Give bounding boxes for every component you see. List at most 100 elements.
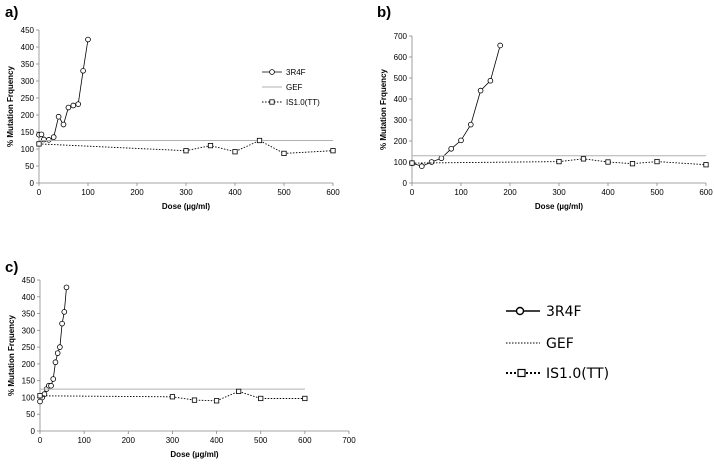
y-tick-label: 100 — [394, 158, 408, 167]
data-point — [556, 158, 562, 165]
data-point — [183, 148, 189, 154]
x-axis-title: Dose (µg/ml) — [162, 202, 211, 211]
panel-label: b) — [377, 4, 391, 21]
x-tick-label: 100 — [81, 188, 95, 197]
data-point — [258, 395, 264, 402]
x-tick-label: 700 — [342, 436, 356, 445]
x-tick-label: 400 — [601, 188, 615, 197]
series-is1-0-tt- — [37, 388, 308, 404]
legend-label: 3R4F — [286, 68, 306, 77]
y-axis-title: % Mutation Frquency — [6, 66, 15, 147]
data-point — [438, 155, 445, 162]
data-point — [232, 149, 238, 155]
y-tick-label: 600 — [394, 53, 408, 62]
y-tick-label: 300 — [22, 326, 36, 335]
data-point — [428, 159, 435, 165]
legend-marker-circle — [269, 69, 275, 75]
x-tick-label: 300 — [166, 436, 180, 445]
data-point — [703, 162, 709, 168]
y-tick-label: 0 — [31, 427, 36, 436]
x-tick-label: 200 — [130, 188, 144, 197]
y-tick-label: 150 — [22, 377, 36, 386]
data-point — [580, 156, 587, 162]
data-point — [330, 148, 336, 154]
data-point — [458, 137, 464, 144]
data-point — [38, 131, 45, 138]
data-point — [629, 161, 636, 167]
x-tick-label: 400 — [210, 436, 224, 445]
y-tick-label: 500 — [394, 74, 408, 83]
data-point — [487, 77, 494, 84]
data-point — [207, 142, 214, 149]
data-point — [65, 104, 72, 111]
data-point — [281, 150, 287, 157]
legend-label: IS1.0(TT) — [546, 366, 609, 382]
data-point — [654, 158, 660, 165]
legend-label: 3R4F — [546, 304, 582, 320]
chart-panel-2: b) 0 100 200 300 400 500 600 700 0 100 200 300 400 500… — [377, 4, 713, 211]
series-3r4f — [36, 36, 91, 143]
data-point — [418, 163, 425, 170]
x-tick-label: 0 — [410, 188, 415, 197]
x-tick-label: 200 — [503, 188, 517, 197]
x-tick-label: 500 — [277, 188, 291, 197]
y-tick-label: 50 — [26, 410, 35, 419]
y-axis-title: % Mutation Frquency — [379, 69, 388, 150]
data-point — [169, 394, 176, 400]
data-point — [61, 309, 68, 315]
chart-panel-3: c) 0 50 100 150 200 250 300 350 400 450 0 100 200 300 4… — [5, 259, 356, 459]
x-tick-label: 500 — [650, 188, 664, 197]
legend-label: GEF — [286, 83, 303, 92]
y-tick-label: 300 — [394, 116, 408, 125]
y-tick-label: 250 — [22, 343, 36, 352]
y-tick-label: 400 — [21, 43, 35, 52]
y-tick-label: 350 — [21, 60, 35, 69]
data-point — [59, 320, 65, 327]
x-tick-label: 300 — [552, 188, 566, 197]
y-tick-label: 0 — [403, 179, 408, 188]
y-tick-label: 450 — [22, 276, 36, 285]
y-tick-label: 200 — [21, 111, 35, 120]
x-tick-label: 600 — [326, 188, 340, 197]
y-tick-label: 450 — [21, 26, 35, 35]
y-tick-label: 700 — [394, 32, 408, 41]
data-point — [70, 102, 77, 109]
data-point — [48, 382, 54, 389]
x-tick-label: 100 — [77, 436, 91, 445]
x-tick-label: 500 — [254, 436, 268, 445]
series-3r4f — [37, 284, 70, 405]
y-tick-label: 200 — [22, 360, 36, 369]
data-point — [50, 134, 57, 140]
data-point — [37, 393, 43, 399]
series-3r4f — [409, 42, 504, 170]
data-point — [256, 137, 263, 144]
data-point — [41, 136, 47, 143]
x-tick-label: 300 — [179, 188, 193, 197]
y-tick-label: 350 — [22, 310, 36, 319]
y-tick-label: 200 — [394, 137, 408, 146]
y-axis-title: % Mutation Frquency — [7, 315, 16, 396]
panel-label: a) — [5, 4, 18, 21]
data-point — [80, 68, 86, 74]
data-point — [302, 395, 308, 402]
data-point — [36, 141, 42, 147]
panel-label: c) — [5, 259, 18, 276]
series-line — [411, 45, 501, 167]
y-tick-label: 100 — [21, 145, 35, 154]
x-axis-title: Dose (µg/ml) — [535, 202, 584, 211]
data-point — [448, 145, 455, 152]
legend-marker-square — [517, 368, 526, 378]
series-is1-0-tt- — [36, 137, 336, 157]
chart-panel-1: a) 0 50 100 150 200 250 300 350 400 450 0 100 200 300 4… — [5, 4, 340, 211]
y-tick-label: 100 — [22, 393, 36, 402]
panel-legend: 3R4F GEF IS1.0(TT) — [262, 68, 320, 107]
x-tick-label: 100 — [454, 188, 468, 197]
data-point — [477, 87, 484, 94]
legend-label: GEF — [546, 336, 574, 352]
x-tick-label: 200 — [122, 436, 136, 445]
y-tick-label: 150 — [21, 128, 35, 137]
data-point — [467, 121, 474, 128]
data-point — [236, 388, 242, 395]
legend-label: IS1.0(TT) — [286, 98, 320, 107]
